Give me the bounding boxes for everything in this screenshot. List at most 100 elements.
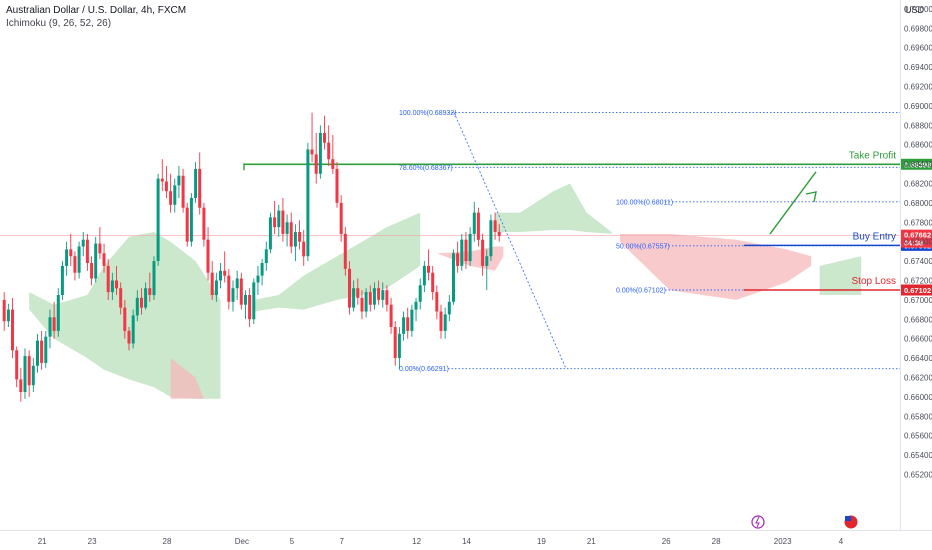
price-tick-label: 0.67800 [904, 218, 932, 227]
price-tick-label: 0.69400 [904, 63, 932, 72]
time-tick-label: 7 [339, 537, 344, 546]
symbol-title: Australian Dollar / U.S. Dollar, 4h, FXC… [6, 5, 187, 16]
candle-body [431, 272, 435, 293]
candle-body [397, 333, 401, 358]
candle-body [348, 268, 351, 308]
candle-body [206, 239, 210, 273]
projection-arrow [769, 171, 817, 235]
candle-body [23, 356, 27, 392]
candle-body [331, 159, 335, 169]
cloud-bull-future [819, 256, 862, 295]
candle-body [40, 340, 44, 363]
candle-body [406, 317, 410, 331]
candle-body [281, 210, 285, 234]
price-tick-label: 0.69600 [904, 44, 932, 53]
candle-body [77, 246, 81, 273]
candle-body [456, 253, 460, 266]
candle-body [27, 356, 31, 386]
time-tick-label: Dec [235, 537, 249, 546]
candle-body [85, 239, 89, 263]
candle-body [2, 299, 6, 322]
price-tag [901, 158, 932, 170]
candle-body [185, 207, 189, 242]
candle-body [427, 265, 430, 273]
candle-body [393, 327, 397, 358]
candle-body [152, 261, 156, 296]
candle-body [90, 263, 94, 279]
price-tick-label: 0.65200 [904, 470, 932, 479]
indicator-label[interactable]: Ichimoku (9, 26, 52, 26) [6, 18, 112, 29]
time-tick-label: 28 [163, 537, 172, 546]
candle-body [264, 249, 268, 263]
price-tick-label: 0.66400 [904, 354, 932, 363]
candle-body [160, 178, 164, 182]
time-tick-label: 21 [587, 537, 596, 546]
candle-body [169, 191, 173, 205]
candle-body [73, 256, 77, 273]
candle-body [273, 217, 277, 228]
fib-trend-line [453, 112, 567, 369]
projection-arrowhead [805, 191, 817, 203]
price-tick-label: 0.68600 [904, 141, 932, 150]
price-tick-label: 0.67400 [904, 257, 932, 266]
fib-level-label: 0.00%(0.67102) [616, 287, 666, 294]
time-axis: 21 23 28 Dec 5 7 12 14 19 21 26 28 2023 4 [0, 515, 932, 546]
candle-body [293, 232, 297, 247]
candle-body [372, 288, 376, 305]
candle-body [381, 290, 385, 300]
price-tick-label: 0.66000 [904, 393, 932, 402]
candle-body [219, 270, 222, 281]
candle-body [302, 241, 306, 257]
candle-body [244, 295, 247, 305]
candle-body [485, 256, 489, 266]
candle-body [343, 233, 347, 269]
candle-body [260, 263, 264, 276]
price-tick-label: 0.68800 [904, 121, 932, 130]
candle-body [443, 314, 447, 331]
time-tick-label: 19 [537, 537, 546, 546]
price-tick-label: 0.69800 [904, 24, 932, 33]
candle-body [418, 285, 422, 302]
candle-body [360, 297, 364, 312]
candle-body [110, 280, 114, 293]
candle-body [140, 297, 143, 308]
price-tick-label: 0.65600 [904, 432, 932, 441]
candle-body [52, 317, 56, 331]
candle-body [11, 309, 14, 351]
time-tick-label: 14 [462, 537, 471, 546]
time-tick-label: 21 [38, 537, 47, 546]
candle-body [189, 198, 193, 242]
candle-body [489, 220, 493, 257]
candle-body [306, 149, 310, 257]
time-tick-label: 12 [412, 537, 421, 546]
candle-body [481, 239, 485, 266]
candle-body [352, 288, 356, 308]
candle-body [144, 288, 148, 308]
candle-body [19, 379, 23, 392]
candle-body [476, 212, 480, 240]
candle-body [289, 222, 293, 247]
price-tick-label: 0.69000 [904, 102, 932, 111]
candle-body [323, 133, 326, 143]
price-tick-label: 0.68000 [904, 199, 932, 208]
fib-level-label: 100.00%(0.68011) [616, 199, 673, 206]
candle-body [256, 275, 260, 283]
candle-body [31, 365, 35, 386]
candle-body [231, 288, 235, 302]
candle-body [164, 181, 168, 192]
price-tick-label: 0.67000 [904, 296, 932, 305]
candle-body [422, 265, 426, 286]
candle-body [314, 154, 318, 174]
price-tick-label: 0.65400 [904, 451, 932, 460]
fib-level-label: 100.00%(0.68932) [399, 110, 457, 117]
candle-body [56, 295, 60, 331]
candle-body [81, 239, 85, 247]
candle-body [44, 336, 48, 363]
candle-body [239, 278, 243, 305]
time-tick-label: 28 [712, 537, 721, 546]
candle-body [385, 290, 389, 305]
last-price-countdown: 04:38 [904, 239, 923, 248]
candle-body [214, 280, 218, 296]
price-tick-label: 0.66200 [904, 373, 932, 382]
